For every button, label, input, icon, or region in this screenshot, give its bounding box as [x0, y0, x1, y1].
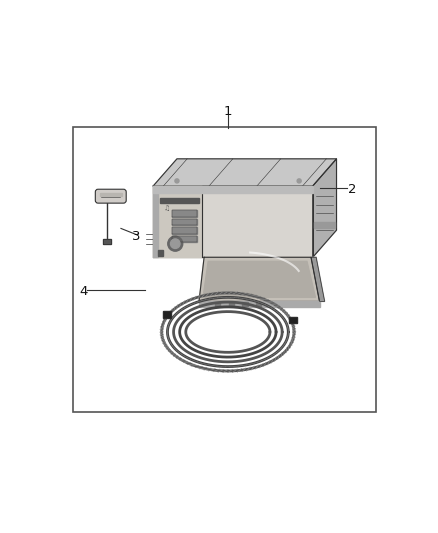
Polygon shape — [172, 219, 197, 225]
Polygon shape — [153, 186, 313, 193]
FancyBboxPatch shape — [95, 189, 126, 203]
Polygon shape — [172, 236, 197, 242]
Polygon shape — [160, 198, 199, 203]
Circle shape — [168, 236, 183, 251]
Circle shape — [170, 239, 180, 248]
Polygon shape — [199, 257, 320, 302]
Polygon shape — [172, 228, 197, 233]
Polygon shape — [242, 302, 247, 306]
Polygon shape — [158, 251, 163, 256]
Polygon shape — [163, 311, 170, 318]
Text: 1: 1 — [224, 105, 232, 118]
Text: 3: 3 — [132, 230, 141, 244]
Text: ♫: ♫ — [164, 205, 170, 211]
Polygon shape — [153, 186, 313, 257]
Bar — [74, 127, 375, 411]
Polygon shape — [199, 302, 320, 306]
Polygon shape — [153, 186, 158, 257]
Polygon shape — [203, 261, 315, 297]
Polygon shape — [215, 302, 220, 306]
Polygon shape — [103, 239, 111, 244]
Circle shape — [297, 179, 301, 183]
Polygon shape — [256, 302, 261, 306]
Polygon shape — [289, 317, 297, 322]
Polygon shape — [314, 222, 335, 229]
Text: 4: 4 — [79, 285, 88, 298]
Polygon shape — [311, 257, 325, 302]
Polygon shape — [153, 159, 336, 186]
Polygon shape — [100, 193, 122, 196]
Polygon shape — [229, 302, 234, 306]
Circle shape — [175, 179, 179, 183]
Polygon shape — [153, 186, 202, 257]
Polygon shape — [172, 211, 197, 216]
Polygon shape — [313, 159, 336, 257]
Text: 2: 2 — [347, 183, 356, 196]
